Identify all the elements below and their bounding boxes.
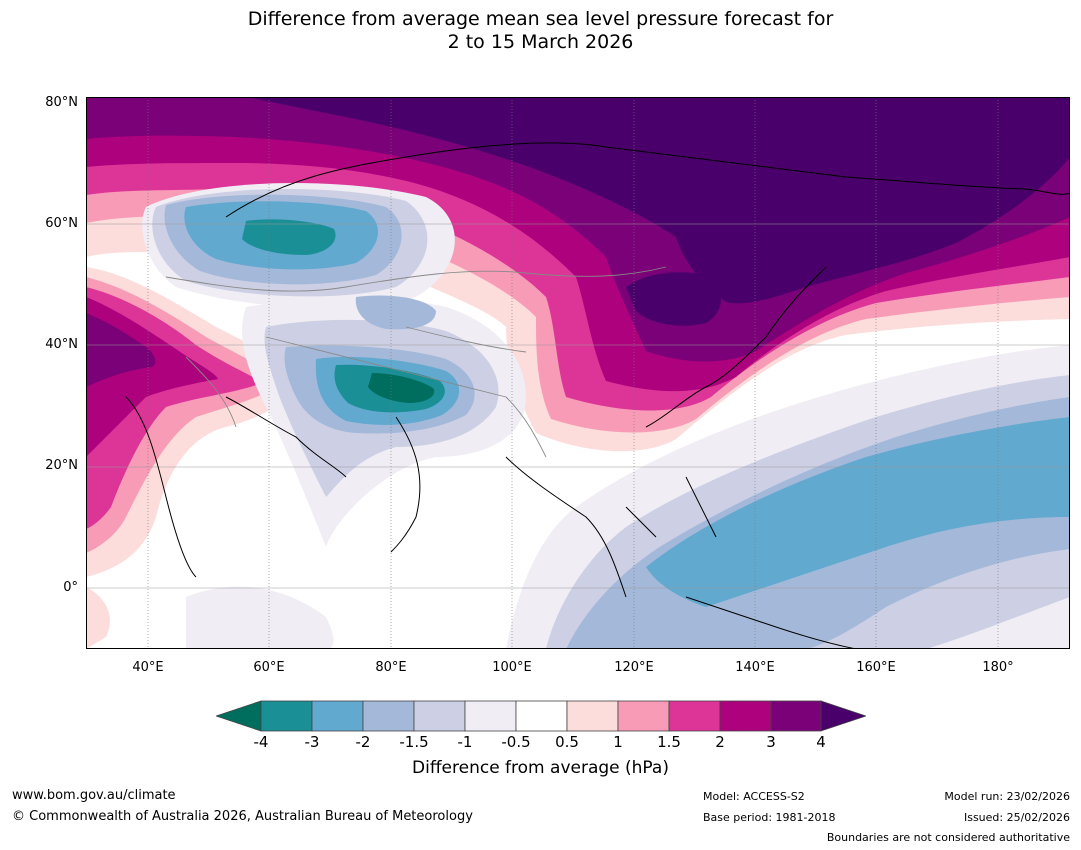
anomaly-band-africa-p05: [86, 587, 110, 649]
latitude-label: 60°N: [45, 216, 78, 231]
pressure-anomaly-map: [86, 97, 1070, 649]
coastlines: [125, 142, 1070, 649]
footer-base-period: Base period: 1981-2018: [703, 811, 836, 824]
longitude-label: 140°E: [735, 660, 775, 675]
footer-issued: Issued: 25/02/2026: [963, 811, 1070, 824]
colorbar-tick: 4: [816, 733, 826, 751]
latitude-label: 40°N: [45, 337, 78, 352]
footer-boundaries-note: Boundaries are not considered authoritat…: [826, 831, 1070, 844]
latitude-lines: [86, 223, 1070, 589]
longitude-label: 60°E: [253, 660, 285, 675]
title-line-1: Difference from average mean sea level p…: [247, 8, 834, 30]
colorbar-swatch: [362, 700, 415, 732]
longitude-label: 40°E: [132, 660, 164, 675]
colorbar-tick: -2: [355, 733, 371, 751]
colorbar-tick: -4: [253, 733, 269, 751]
footer-model: Model: ACCESS-S2: [703, 790, 805, 803]
colorbar-tick: 1.5: [657, 733, 681, 751]
colorbar-swatch: [617, 700, 670, 732]
anomaly-band-pacific-m2: [646, 417, 1070, 607]
country-boundaries: [165, 266, 667, 458]
colorbar: [216, 700, 866, 732]
colorbar-swatch: [668, 700, 721, 732]
colorbar-swatch: [770, 700, 822, 732]
anomaly-band-tibet-lt-m4: [368, 373, 435, 403]
title-line-2: 2 to 15 March 2026: [447, 31, 634, 53]
colorbar-swatch: [311, 700, 364, 732]
anomaly-band-west-p3: [86, 313, 156, 387]
graticule: [147, 97, 999, 649]
footer-model-run: Model run: 23/02/2026: [944, 790, 1070, 803]
longitude-label: 160°E: [856, 660, 896, 675]
latitude-label: 80°N: [45, 95, 78, 110]
map-canvas: [86, 97, 1070, 649]
colorbar-tick: 3: [766, 733, 776, 751]
latitude-label: 0°: [63, 580, 78, 595]
anomaly-band-gt4: [246, 97, 1070, 304]
colorbar-swatch: [413, 700, 466, 732]
longitude-label: 120°E: [614, 660, 654, 675]
colorbar-swatch: [260, 700, 313, 732]
colorbar-tick: -0.5: [501, 733, 531, 751]
colorbar-tick: 0.5: [555, 733, 579, 751]
latitude-label: 20°N: [45, 458, 78, 473]
anomaly-core-gt4-mongolia: [626, 272, 721, 326]
colorbar-tick: -1: [457, 733, 473, 751]
colorbar-tick: -3: [304, 733, 320, 751]
colorbar-tick: 2: [715, 733, 725, 751]
footer-copyright: © Commonwealth of Australia 2026, Austra…: [12, 809, 473, 824]
map-border: [86, 97, 1070, 649]
anomaly-band-south-m05: [186, 586, 334, 649]
colorbar-swatch: [464, 700, 517, 732]
colorbar-swatch: [719, 700, 772, 732]
anomaly-band-kazakh-m15: [355, 295, 436, 330]
footer-url[interactable]: www.bom.gov.au/climate: [12, 788, 176, 803]
anomaly-band-siberia-m3: [242, 219, 336, 255]
longitude-label: 100°E: [492, 660, 532, 675]
colorbar-swatch-lt-m4: [216, 700, 262, 732]
map-title: Difference from average mean sea level p…: [0, 8, 1081, 54]
longitude-label: 80°E: [375, 660, 407, 675]
colorbar-swatch-gt4: [820, 700, 866, 732]
longitude-label: 180°: [982, 660, 1014, 675]
colorbar-tick: 1: [613, 733, 623, 751]
colorbar-swatch: [566, 700, 619, 732]
colorbar-tick: -1.5: [399, 733, 429, 751]
colorbar-swatch: [515, 700, 568, 732]
colorbar-title: Difference from average (hPa): [412, 758, 669, 778]
